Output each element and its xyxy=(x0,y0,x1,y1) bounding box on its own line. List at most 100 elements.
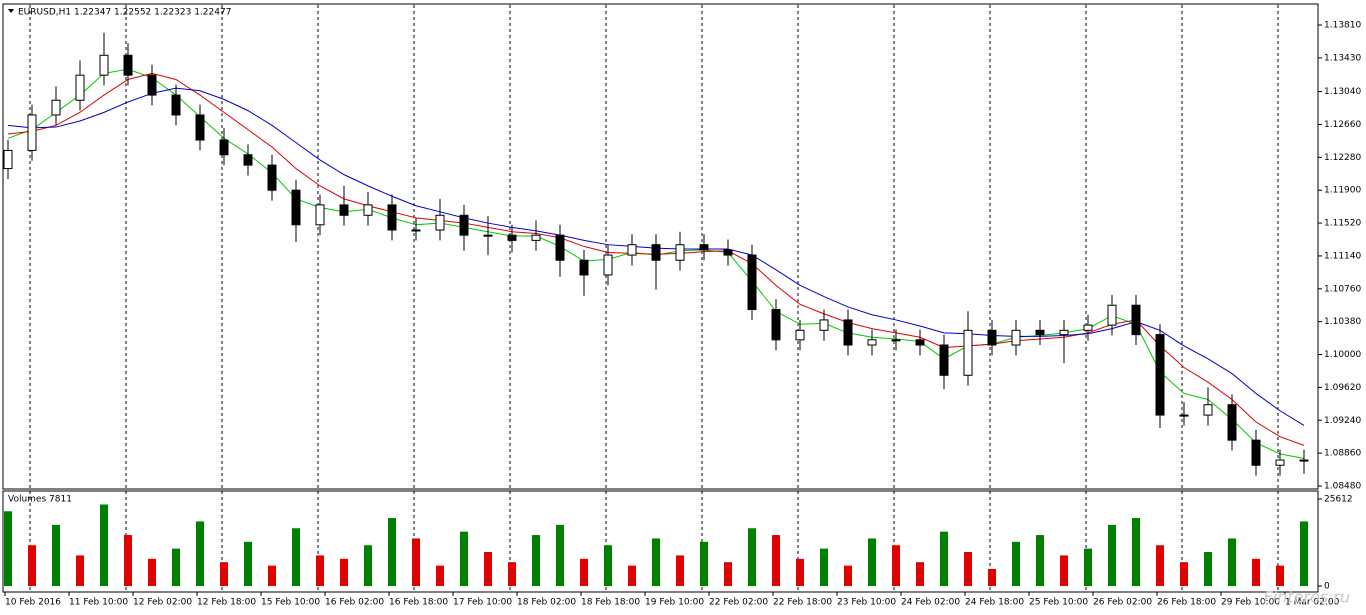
watermark: Finteros.ru xyxy=(1264,588,1350,607)
volume-bar xyxy=(28,545,36,586)
candle-body xyxy=(339,204,349,216)
candle-body xyxy=(555,234,565,261)
candle-body xyxy=(75,74,85,101)
x-tick-label: 1 Mar 02:00 xyxy=(1285,598,1340,608)
volume-pane xyxy=(2,490,1319,593)
candle-body xyxy=(3,149,13,170)
y-tick-label: 1.11900 xyxy=(1324,186,1361,196)
candle-body xyxy=(1227,404,1237,441)
y-tick-label: 1.13430 xyxy=(1324,53,1361,63)
candle-body xyxy=(411,229,421,232)
candle-body xyxy=(1083,324,1093,331)
candle-body xyxy=(1131,304,1141,336)
candle-body xyxy=(915,339,925,346)
y-tick-label: 1.12280 xyxy=(1324,153,1361,163)
volume-bar xyxy=(4,511,12,586)
candle-body xyxy=(1251,439,1261,466)
candle-body xyxy=(699,244,709,251)
candle-body xyxy=(627,244,637,256)
volume-bar xyxy=(1204,552,1212,586)
y-tick-label: 1.10760 xyxy=(1324,284,1361,294)
candle-body xyxy=(123,54,133,76)
volume-bar xyxy=(460,531,468,586)
x-tick-label: 18 Feb 18:00 xyxy=(581,598,640,608)
volume-bar xyxy=(172,548,180,586)
volume-bar xyxy=(364,545,372,586)
candle-body xyxy=(891,339,901,342)
volume-bar xyxy=(844,565,852,586)
candle-body xyxy=(27,114,37,151)
candle-body xyxy=(483,234,493,237)
y-tick-label: 1.13040 xyxy=(1324,87,1361,97)
y-tick-label: 1.10380 xyxy=(1324,317,1361,327)
y-tick-label: 1.08480 xyxy=(1324,482,1361,492)
candle-body xyxy=(99,54,109,76)
x-tick-label: 29 Feb 10:00 xyxy=(1221,598,1280,608)
menu-arrow[interactable] xyxy=(8,9,14,13)
y-tick-label: 1.12660 xyxy=(1324,120,1361,130)
y-tick-label: 1.09240 xyxy=(1324,416,1361,426)
volume-bar xyxy=(700,541,708,586)
volume-bar xyxy=(76,555,84,586)
volume-bar xyxy=(412,538,420,586)
volume-bar xyxy=(244,541,252,586)
volume-bar xyxy=(220,562,228,586)
volume-bar xyxy=(940,531,948,586)
candle-body xyxy=(1011,329,1021,346)
volume-bar xyxy=(268,565,276,586)
candle-body xyxy=(531,234,541,241)
volume-bar xyxy=(1012,541,1020,586)
volume-label: Volumes 7811 xyxy=(8,495,72,505)
volume-bar xyxy=(1180,562,1188,586)
candle-body xyxy=(243,154,253,166)
volume-bar xyxy=(628,565,636,586)
volume-bar xyxy=(1036,535,1044,586)
x-tick-label: 22 Feb 18:00 xyxy=(773,598,832,608)
x-tick-label: 26 Feb 18:00 xyxy=(1157,598,1216,608)
candle-body xyxy=(1275,459,1285,466)
candle-body xyxy=(579,259,589,276)
volume-bar xyxy=(604,545,612,586)
x-tick-label: 16 Feb 02:00 xyxy=(325,598,384,608)
volume-bar xyxy=(772,535,780,586)
x-tick-label: 11 Feb 10:00 xyxy=(69,598,128,608)
candle-body xyxy=(963,329,973,376)
candle-body xyxy=(1299,459,1309,462)
candle-body xyxy=(651,244,661,261)
x-tick-label: 19 Feb 10:00 xyxy=(645,598,704,608)
x-tick-label: 24 Feb 02:00 xyxy=(901,598,960,608)
volume-bar xyxy=(580,558,588,586)
volume-tick-label: 0 xyxy=(1324,582,1330,592)
volume-bar xyxy=(652,538,660,586)
chart-title: EURUSD,H1 1.22347 1.22552 1.22323 1.2247… xyxy=(18,8,231,18)
candle-body xyxy=(219,139,229,156)
candle-body xyxy=(819,319,829,331)
volume-bar xyxy=(436,565,444,586)
volume-bar xyxy=(892,545,900,586)
candle-body xyxy=(267,164,277,191)
volume-bar xyxy=(1156,545,1164,586)
volume-bar xyxy=(100,504,108,586)
candle-body xyxy=(387,204,397,231)
candle-body xyxy=(675,244,685,261)
candle-body xyxy=(771,309,781,341)
x-tick-label: 25 Feb 10:00 xyxy=(1029,598,1088,608)
x-tick-label: 26 Feb 02:00 xyxy=(1093,598,1152,608)
volume-bar xyxy=(796,558,804,586)
x-tick-label: 12 Feb 02:00 xyxy=(133,598,192,608)
candle-body xyxy=(1155,334,1165,416)
candle-body xyxy=(507,234,517,241)
x-tick-label: 24 Feb 18:00 xyxy=(965,598,1024,608)
candle-body xyxy=(987,329,997,346)
candle-body xyxy=(459,214,469,236)
volume-bar xyxy=(1300,521,1308,586)
candle-body xyxy=(435,214,445,231)
volume-bar xyxy=(340,558,348,586)
volume-bar xyxy=(124,535,132,586)
candle-body xyxy=(1059,329,1069,336)
candle-body xyxy=(843,319,853,346)
x-tick-label: 22 Feb 02:00 xyxy=(709,598,768,608)
volume-bar xyxy=(532,535,540,586)
volume-bar xyxy=(820,548,828,586)
y-tick-label: 1.09620 xyxy=(1324,383,1361,393)
